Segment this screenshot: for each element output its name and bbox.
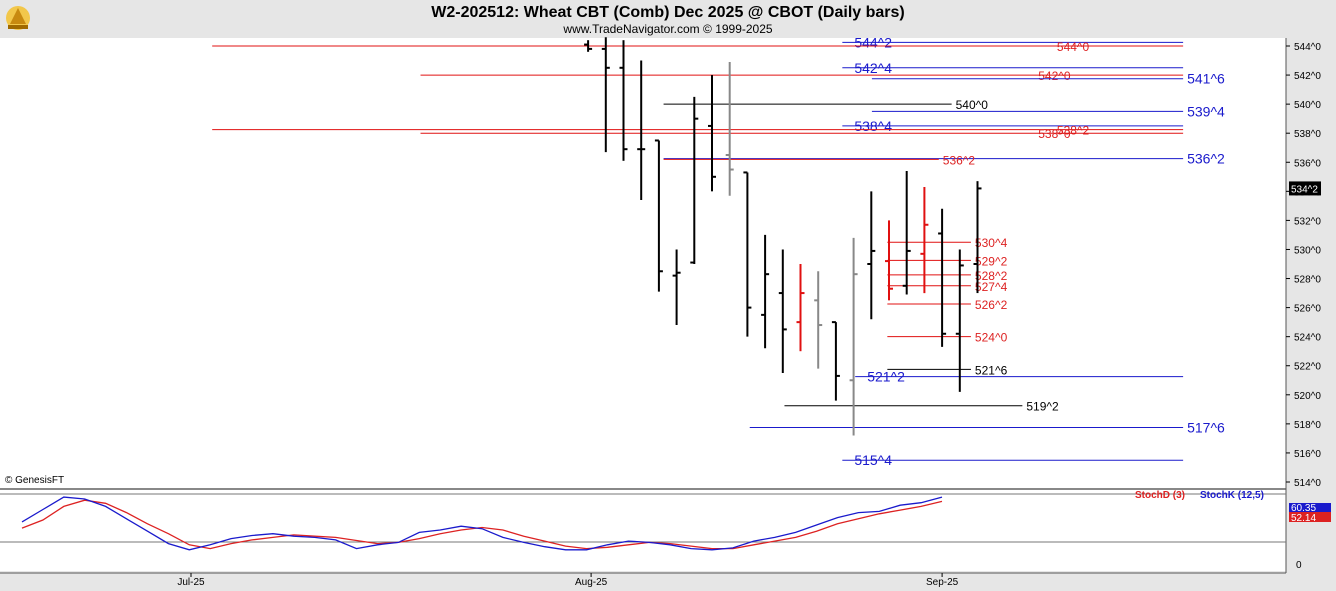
copyright-label: © GenesisFT (5, 475, 64, 486)
price-bars (584, 37, 982, 436)
ohlc-bar (885, 220, 893, 301)
price-tick-label: 536^0 (1294, 158, 1321, 169)
ohlc-bar (672, 249, 681, 326)
ohlc-bar (938, 208, 947, 347)
level-label: 528^2 (975, 269, 1008, 283)
price-pane (0, 38, 1286, 489)
level-label: 526^2 (975, 298, 1008, 312)
ohlc-bar (761, 234, 770, 349)
price-tick-label: 544^0 (1294, 42, 1321, 53)
ohlc-bar (973, 181, 982, 294)
level-label: 519^2 (1026, 400, 1059, 414)
price-tick-label: 538^0 (1294, 129, 1321, 140)
ohlc-bar (708, 75, 716, 192)
level-label: 536^2 (1187, 151, 1225, 167)
stochk-series (21, 496, 943, 551)
ohlc-bar (637, 60, 646, 201)
price-tick-label: 540^0 (1294, 100, 1321, 111)
level-label: 539^4 (1187, 103, 1225, 119)
oscillator-pane (0, 489, 1286, 571)
level-label: 542^4 (854, 60, 892, 76)
price-tick-label: 518^0 (1294, 420, 1321, 431)
date-tick-label: Sep-25 (926, 577, 959, 588)
oscillator-zero-tick: 0 (1296, 560, 1302, 571)
stochd-series (21, 499, 943, 550)
date-tick-label: Aug-25 (575, 577, 608, 588)
level-label: 521^2 (867, 369, 905, 385)
ohlc-bar (778, 249, 787, 373)
price-tick-label: 520^0 (1294, 391, 1321, 402)
date-tick-label: Jul-25 (177, 577, 205, 588)
ohlc-bar (725, 61, 734, 196)
level-label: 530^4 (975, 236, 1008, 250)
level-label: 541^6 (1187, 71, 1225, 87)
price-tick-label: 530^0 (1294, 245, 1321, 256)
level-label: 538^2 (1057, 124, 1090, 138)
ohlc-bar (814, 271, 823, 369)
level-label: 517^6 (1187, 420, 1225, 436)
ohlc-bar (743, 171, 752, 337)
level-label: 527^4 (975, 280, 1008, 294)
price-axis: 544^0542^0540^0538^0536^0534^0532^0530^0… (1286, 42, 1321, 489)
price-tick-label: 524^0 (1294, 333, 1321, 344)
level-label: 544^2 (854, 34, 892, 50)
last-price-label: 534^2 (1291, 184, 1318, 195)
logo-icon (6, 6, 30, 30)
level-label: 529^2 (975, 254, 1008, 268)
level-label: 536^2 (943, 153, 976, 167)
price-tick-label: 516^0 (1294, 449, 1321, 460)
level-label: 540^0 (956, 98, 989, 112)
ohlc-bar (584, 40, 593, 52)
last-price-marker: 534^2 (1289, 181, 1321, 196)
ohlc-bar (902, 170, 911, 295)
oscillator-value-labels: 60.35 52.14 (1289, 503, 1331, 524)
support-resistance-levels: 544^2 544^0 542^4 542^0 541^6 540^0 539^4 538^4… (212, 34, 1225, 468)
price-tick-label: 532^0 (1294, 216, 1321, 227)
chart-title: W2-202512: Wheat CBT (Comb) Dec 2025 @ C… (431, 4, 905, 21)
price-tick-label: 528^0 (1294, 275, 1321, 286)
level-label: 524^0 (975, 331, 1008, 345)
level-label: 542^0 (1038, 69, 1071, 83)
ohlc-bar (690, 96, 699, 264)
legend-stochd: StochD (3) (1135, 490, 1185, 501)
ohlc-bar (619, 40, 628, 161)
ohlc-bar (831, 321, 840, 401)
price-tick-label: 522^0 (1294, 362, 1321, 373)
level-label: 515^4 (854, 452, 892, 468)
header-background (0, 0, 1336, 38)
price-tick-label: 514^0 (1294, 478, 1321, 489)
stochd-value: 52.14 (1291, 513, 1316, 524)
ohlc-bar (796, 264, 805, 352)
ohlc-bar (955, 249, 964, 392)
chart-subtitle: www.TradeNavigator.com © 1999-2025 (562, 22, 772, 36)
ohlc-bar (654, 139, 663, 292)
level-label: 521^6 (975, 363, 1008, 377)
ohlc-bar (601, 37, 610, 153)
price-tick-label: 526^0 (1294, 304, 1321, 315)
level-label: 538^4 (854, 118, 892, 134)
level-label: 538^0 (1038, 127, 1071, 141)
legend-stochk: StochK (12,5) (1200, 490, 1264, 501)
date-axis: Jul-25 Aug-25 Sep-25 (177, 573, 959, 588)
ohlc-bar (849, 237, 858, 436)
ohlc-bar (867, 191, 876, 320)
price-tick-label: 542^0 (1294, 71, 1321, 82)
level-label: 544^0 (1057, 40, 1090, 54)
stochk-value: 60.35 (1291, 503, 1316, 514)
ohlc-bar (920, 186, 929, 294)
